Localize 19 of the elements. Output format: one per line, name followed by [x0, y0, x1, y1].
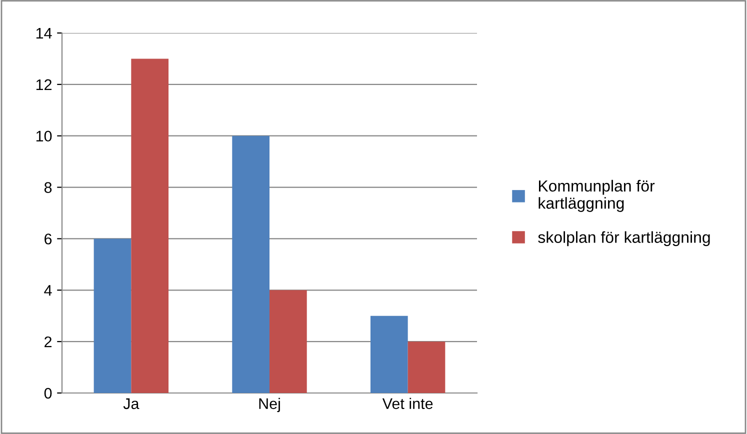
x-tick-label: Vet inte — [382, 398, 433, 410]
y-tick-label: 10 — [36, 130, 52, 142]
y-tick-label: 12 — [36, 79, 52, 90]
bar — [408, 342, 446, 393]
bar — [270, 290, 307, 393]
y-tick-label: 6 — [44, 234, 52, 244]
x-tick-label: Nej — [259, 398, 280, 412]
legend-label: skolplan för kartläggning — [538, 231, 710, 246]
y-tick-label: 8 — [44, 182, 52, 193]
y-tick-label: 0 — [44, 388, 52, 399]
legend-label: Kommunplan för kartläggning — [538, 180, 655, 212]
y-tick-label: 14 — [36, 28, 52, 39]
y-tick-label: 2 — [44, 336, 52, 348]
bar — [370, 316, 408, 393]
x-tick-label: Ja — [123, 398, 140, 410]
bar — [131, 58, 169, 393]
bar — [232, 136, 270, 393]
bar — [94, 238, 132, 393]
y-tick-label: 4 — [44, 285, 52, 296]
